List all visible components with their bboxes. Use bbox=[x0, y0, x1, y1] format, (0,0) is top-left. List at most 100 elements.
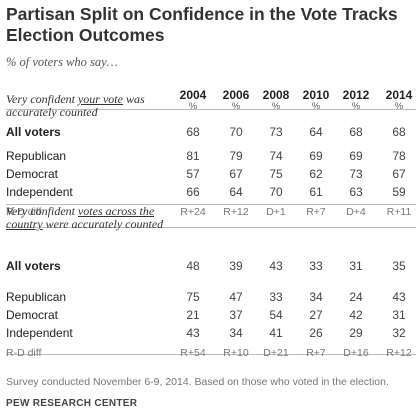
year-header: 2014 bbox=[385, 88, 413, 102]
table-cell: 26 bbox=[309, 326, 323, 340]
percent-unit-row: %%%%%% bbox=[0, 101, 420, 113]
table-cell: R+12 bbox=[386, 347, 412, 359]
row-label: Democrat bbox=[6, 308, 59, 322]
table-row-diff: R-D diff R+24 R+12 D+1 R+7 D+4 R+11 bbox=[0, 205, 420, 221]
table-cell: D+1 bbox=[266, 206, 286, 218]
table-cell: 81 bbox=[186, 149, 200, 163]
year-header: 2006 bbox=[222, 88, 250, 102]
table-cell: 64 bbox=[229, 185, 243, 199]
table-cell: 34 bbox=[309, 290, 323, 304]
table-cell: 74 bbox=[269, 149, 283, 163]
row-label: Democrat bbox=[6, 167, 59, 181]
question-label: Very confident your vote was accurately … bbox=[6, 93, 166, 119]
survey-note: Survey conducted November 6-9, 2014. Bas… bbox=[6, 376, 389, 388]
table-cell: R+11 bbox=[386, 206, 412, 218]
question-text: were accurately counted bbox=[42, 217, 164, 231]
year-header: 2004 bbox=[179, 88, 207, 102]
table-cell: 57 bbox=[186, 167, 200, 181]
table-cell: R+24 bbox=[180, 206, 206, 218]
percent-unit: % bbox=[394, 101, 404, 112]
table-cell: 39 bbox=[229, 259, 243, 273]
table-cell: 21 bbox=[186, 308, 200, 322]
table-cell: D+4 bbox=[346, 206, 366, 218]
row-label: Independent bbox=[6, 185, 73, 199]
divider-line bbox=[6, 109, 416, 110]
row-label: Independent bbox=[6, 326, 73, 340]
table-cell: 66 bbox=[186, 185, 200, 199]
table-row: Independent 43 34 41 26 29 32 bbox=[0, 326, 420, 342]
question-emphasis: votes across the country bbox=[6, 204, 155, 231]
table-row: Democrat 21 37 54 27 42 31 bbox=[0, 308, 420, 324]
question-emphasis: your vote bbox=[77, 92, 123, 106]
question-text: Very confident bbox=[6, 92, 78, 106]
table-cell: 43 bbox=[392, 290, 406, 304]
table-cell: 61 bbox=[309, 185, 323, 199]
table-cell: R+7 bbox=[306, 347, 326, 359]
table-row: Republican 75 47 33 34 24 43 bbox=[0, 290, 420, 306]
table-cell: 59 bbox=[392, 185, 406, 199]
table-cell: 67 bbox=[229, 167, 243, 181]
table-cell: 63 bbox=[349, 185, 363, 199]
table-row: Democrat 57 67 75 62 73 67 bbox=[0, 167, 420, 183]
table-cell: 41 bbox=[269, 326, 283, 340]
row-label: R-D diff bbox=[6, 206, 42, 218]
table-row: All voters 68 70 73 64 68 68 bbox=[0, 125, 420, 141]
table-cell: 69 bbox=[349, 149, 363, 163]
row-label: R-D diff bbox=[6, 347, 42, 359]
year-header: 2012 bbox=[342, 88, 370, 102]
question-text: Very confident bbox=[6, 204, 78, 218]
percent-unit: % bbox=[351, 101, 361, 112]
table-cell: R+12 bbox=[223, 206, 249, 218]
table-cell: R+10 bbox=[223, 347, 249, 359]
table-cell: 33 bbox=[269, 290, 283, 304]
table-cell: 47 bbox=[229, 290, 243, 304]
table-cell: 31 bbox=[349, 259, 363, 273]
table-cell: 68 bbox=[349, 125, 363, 139]
table-cell: 37 bbox=[229, 308, 243, 322]
percent-unit: % bbox=[311, 101, 321, 112]
question-label: Very confident votes across the country … bbox=[6, 205, 181, 231]
table-cell: 33 bbox=[309, 259, 323, 273]
chart-title: Partisan Split on Confidence in the Vote… bbox=[6, 4, 398, 45]
divider-line bbox=[6, 204, 416, 205]
divider-line bbox=[6, 227, 416, 228]
table-cell: 73 bbox=[269, 125, 283, 139]
table-row: Independent 66 64 70 61 63 59 bbox=[0, 185, 420, 201]
table-cell: 79 bbox=[229, 149, 243, 163]
row-label: Republican bbox=[6, 149, 67, 163]
table-cell: 48 bbox=[186, 259, 200, 273]
table-cell: 64 bbox=[309, 125, 323, 139]
row-label: All voters bbox=[6, 125, 61, 139]
table-cell: 68 bbox=[392, 125, 406, 139]
table-cell: R+7 bbox=[306, 206, 326, 218]
table-cell: R+54 bbox=[180, 347, 206, 359]
table-cell: 68 bbox=[186, 125, 200, 139]
table-cell: 43 bbox=[269, 259, 283, 273]
table-cell: 29 bbox=[349, 326, 363, 340]
table-cell: D+21 bbox=[263, 347, 289, 359]
table-cell: 34 bbox=[229, 326, 243, 340]
percent-unit: % bbox=[271, 101, 281, 112]
table-cell: 70 bbox=[229, 125, 243, 139]
year-header-row: 2004 2006 2008 2010 2012 2014 bbox=[0, 88, 420, 102]
chart-subtitle: % of voters who say… bbox=[6, 55, 118, 69]
table-cell: 27 bbox=[309, 308, 323, 322]
question-text: was accurately counted bbox=[6, 92, 145, 119]
table-cell: 54 bbox=[269, 308, 283, 322]
table-cell: 35 bbox=[392, 259, 406, 273]
year-header: 2008 bbox=[262, 88, 290, 102]
percent-unit: % bbox=[188, 101, 198, 112]
row-label: Republican bbox=[6, 290, 67, 304]
table-cell: 73 bbox=[349, 167, 363, 181]
divider-line bbox=[6, 354, 416, 355]
table-cell: D+16 bbox=[343, 347, 369, 359]
table-cell: 75 bbox=[269, 167, 283, 181]
row-label: All voters bbox=[6, 259, 61, 273]
table-cell: 32 bbox=[392, 326, 406, 340]
table-cell: 78 bbox=[392, 149, 406, 163]
percent-unit: % bbox=[231, 101, 241, 112]
table-cell: 43 bbox=[186, 326, 200, 340]
table-cell: 75 bbox=[186, 290, 200, 304]
source-label: PEW RESEARCH CENTER bbox=[6, 398, 138, 409]
table-cell: 31 bbox=[392, 308, 406, 322]
